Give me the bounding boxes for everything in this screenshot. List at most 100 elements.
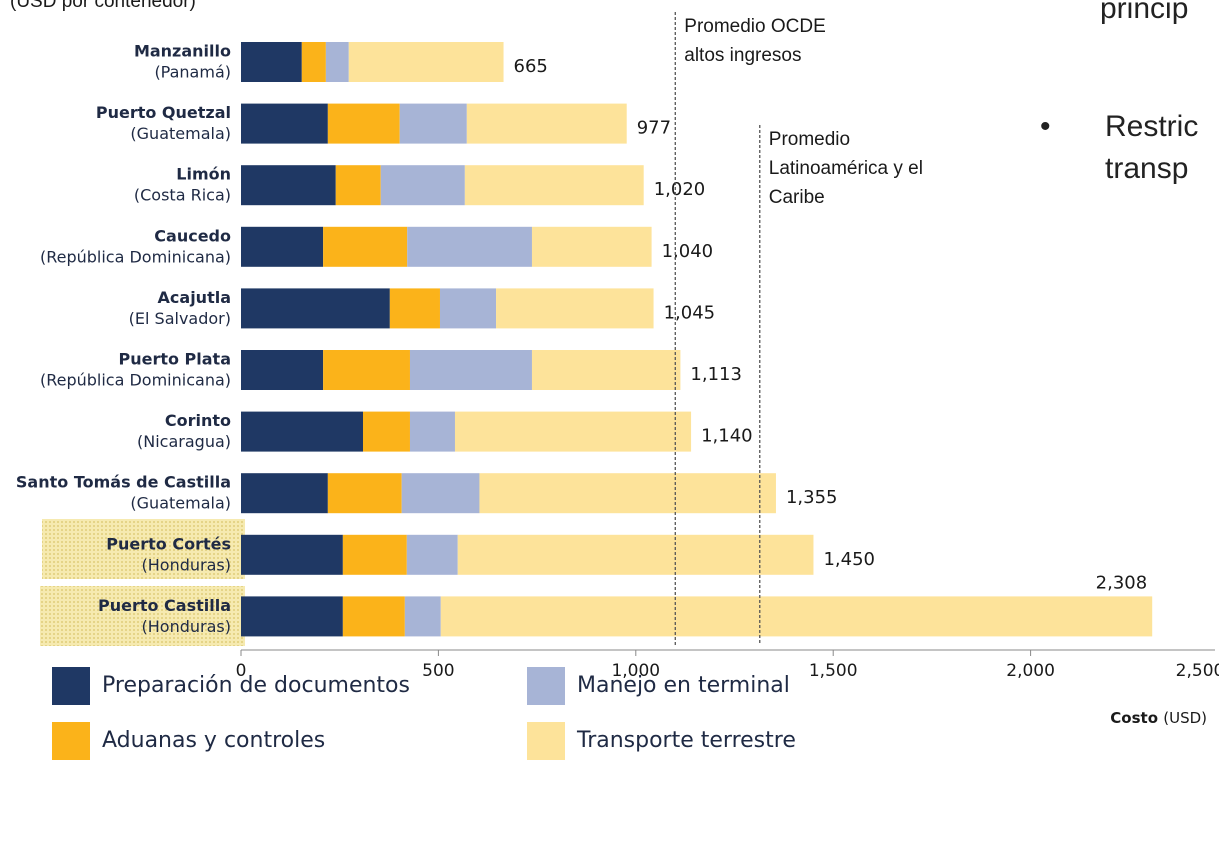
bar-segment [342,596,405,637]
bar-segment [241,288,390,329]
total-label: 1,450 [823,549,875,570]
total-label: 2,308 [1096,572,1148,593]
legend-label: Aduanas y controles [102,728,325,753]
bar-segment [301,42,326,82]
bar-segment [241,473,328,514]
category-label: Puerto Plata [118,350,231,369]
bar-segment [404,596,441,637]
reference-label: altos ingresos [684,45,801,66]
category-sublabel: (Nicaragua) [137,432,231,451]
total-label: 1,355 [786,487,838,508]
bar-segment [348,42,504,82]
x-tick-label: 1,500 [809,661,858,681]
bar-segment [496,288,654,329]
bar-segment [327,103,400,144]
bar-segment [406,534,458,575]
category-label: Manzanillo [134,42,231,61]
category-sublabel: (Honduras) [142,555,231,574]
category-sublabel: (Panamá) [154,63,231,82]
bar-segment [241,103,328,144]
slide-text: Restric [1105,110,1198,143]
bar-segment [454,411,692,452]
total-label: 665 [514,56,548,77]
category-sublabel: (Honduras) [142,617,231,636]
bar-segment [457,534,814,575]
bar-segment [241,534,343,575]
bar-segment [479,473,776,514]
bar-segment [439,288,497,329]
x-axis-label-bold: Costo [1110,709,1158,727]
total-label: 1,140 [701,426,753,447]
legend-swatch [527,722,565,760]
total-label: 1,045 [664,302,716,323]
category-label: Caucedo [154,226,231,245]
legend-swatch [527,667,565,705]
highlight [42,519,245,579]
x-tick-label: 0 [236,661,247,681]
category-sublabel: (Guatemala) [130,124,231,143]
category-label: Puerto Cortés [106,534,231,553]
category-label: Corinto [165,411,231,430]
category-label: Santo Tomás de Castilla [16,473,231,492]
bar-segment [241,165,336,206]
category-label: Puerto Castilla [98,596,231,615]
bar-segment [466,103,627,144]
total-label: 977 [637,118,671,139]
bar-segment [399,103,467,144]
category-label: Limón [176,165,231,184]
category-sublabel: (Guatemala) [130,494,231,513]
bar-segment [401,473,480,514]
legend-label: Transporte terrestre [576,728,796,753]
bar-segment [440,596,1153,637]
bar-segment [323,350,410,390]
category-sublabel: (República Dominicana) [40,371,231,390]
slide-text: transp [1105,152,1188,185]
x-axis-label: Costo (USD) [1110,709,1207,727]
bar-segment [380,165,465,206]
legend-label: Preparación de documentos [102,673,410,698]
bar-segment [323,226,408,267]
reference-label: Caribe [769,187,825,208]
bar-segment [241,411,363,452]
bar-segment [464,165,644,206]
bar-segment [407,226,532,267]
bar-segment [531,226,652,267]
bar-segment [362,411,410,452]
bar-segment [325,42,349,82]
legend-label: Manejo en terminal [577,673,790,698]
category-sublabel: (Costa Rica) [134,186,231,205]
bar-segment [389,288,440,329]
subtitle: (USD por contenedor) [10,0,196,12]
total-label: 1,040 [662,241,714,262]
x-tick-label: 2,000 [1006,661,1055,681]
bullet: • [1040,110,1051,143]
bar-segment [241,596,343,637]
x-tick-label: 2,500 [1176,661,1219,681]
x-tick-label: 500 [422,661,454,681]
bar-segment [335,165,381,206]
category-sublabel: (República Dominicana) [40,247,231,266]
bar-segment [241,350,324,390]
total-label: 1,020 [654,179,706,200]
x-tick-label: 1,000 [611,661,660,681]
bar-segment [241,42,302,82]
reference-label: Latinoamérica y el [769,158,923,179]
category-label: Puerto Quetzal [96,103,231,122]
bar-segment [327,473,402,514]
legend-swatch [52,667,90,705]
bar-segment [409,411,455,452]
reference-label: Promedio [769,129,850,150]
total-label: 1,113 [690,364,742,385]
slide-text: princip [1100,0,1188,25]
bar-segment [531,350,681,390]
reference-label: Promedio OCDE [684,16,826,37]
bar-segment [241,226,324,267]
legend-swatch [52,722,90,760]
x-axis-label-unit: (USD) [1163,709,1207,727]
bar-segment [342,534,407,575]
bar-segment [409,350,532,390]
category-label: Acajutla [158,288,231,307]
category-sublabel: (El Salvador) [129,309,231,328]
highlight [40,586,245,646]
